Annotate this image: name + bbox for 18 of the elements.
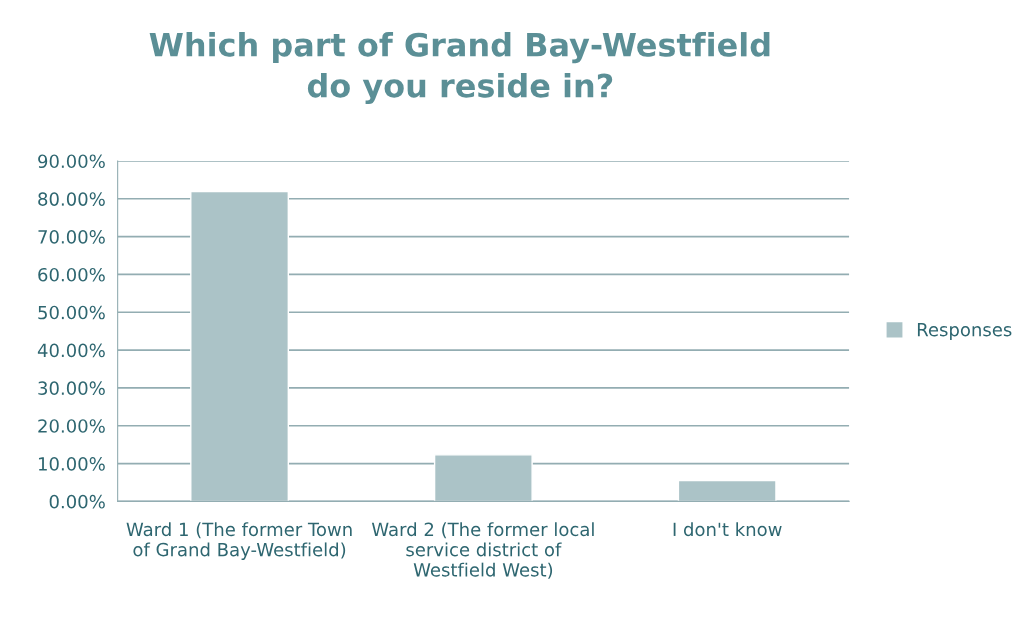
y-tick-label: 60.00% [38,267,105,282]
y-tick-label: 50.00% [38,305,105,320]
y-tick-label: 0.00% [49,494,105,509]
x-tick-label: Ward 2 (The former local service district of Westfield West) [371,522,594,579]
chart-title: Which part of Grand Bay-Westfield do you reside in? [149,32,770,105]
bar [190,190,290,502]
x-tick-label: Ward 1 (The former Town of Grand Bay-Westfield) [126,522,352,560]
x-tick-label: I don't know [673,522,782,537]
y-tick-label: 30.00% [38,381,105,396]
legend-label: Responses [917,322,1012,340]
bar [677,479,777,502]
y-tick-label: 90.00% [38,154,105,169]
y-tick-label: 10.00% [38,457,105,471]
bar [433,454,533,502]
y-tick-label: 70.00% [38,230,105,244]
y-tick-label: 20.00% [38,419,105,433]
y-tick-label: 80.00% [38,192,105,206]
y-tick-label: 40.00% [37,343,105,358]
